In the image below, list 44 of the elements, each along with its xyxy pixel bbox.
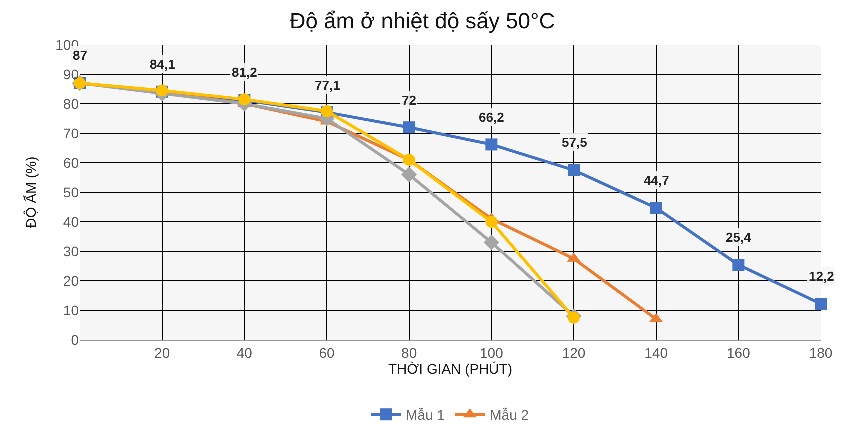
data-label: 81,2 [232,65,258,80]
point [403,154,416,166]
y-tick-label: 20 [63,272,80,289]
y-tick-label: 10 [63,302,80,318]
x-tick-label: 180 [809,344,833,361]
x-tick-label: 140 [644,344,668,361]
y-tick-label: 70 [63,125,80,142]
data-label: 72 [402,93,416,108]
data-label: 66,2 [479,110,504,125]
x-tick-label: 60 [319,344,335,361]
x-axis-title: THỜI GIAN (PHÚT) [388,361,512,378]
x-tick-label: 20 [154,344,170,361]
legend-label: Mẫu 2 [490,407,530,424]
data-label: 25,4 [726,230,752,245]
y-tick-label: 30 [63,243,80,260]
point [484,234,500,250]
point [650,202,662,214]
x-tick-label: 120 [562,344,586,361]
point [815,298,827,310]
data-label: 44,7 [644,173,670,188]
y-tick-label: 80 [63,96,80,112]
point [732,259,745,272]
data-label: 84,1 [150,57,176,72]
y-tick-label: 90 [63,66,80,82]
point [568,164,580,176]
data-label: 87 [73,48,88,63]
point [486,216,498,228]
legend-label: Mẫu 1 [406,407,446,424]
x-tick-label: 80 [402,344,418,361]
data-label: 12,2 [809,269,834,284]
y-tick-label: 60 [63,154,80,171]
x-tick-label: 100 [480,344,504,361]
y-axis-title: ĐỘ ẨM (%) [23,156,40,228]
point [403,122,416,134]
y-tick-label: 50 [63,184,80,200]
y-tick-label: 40 [63,214,80,230]
data-label: 57,5 [562,135,588,150]
point [486,138,498,151]
x-tick-label: 160 [726,344,751,361]
chart-title: Độ ẩm ở nhiệt độ sấy 50°C [290,8,556,34]
y-tick-label: 0 [71,332,80,348]
data-label: 77,1 [315,78,340,93]
point [402,167,418,183]
x-tick-label: 40 [236,344,253,361]
